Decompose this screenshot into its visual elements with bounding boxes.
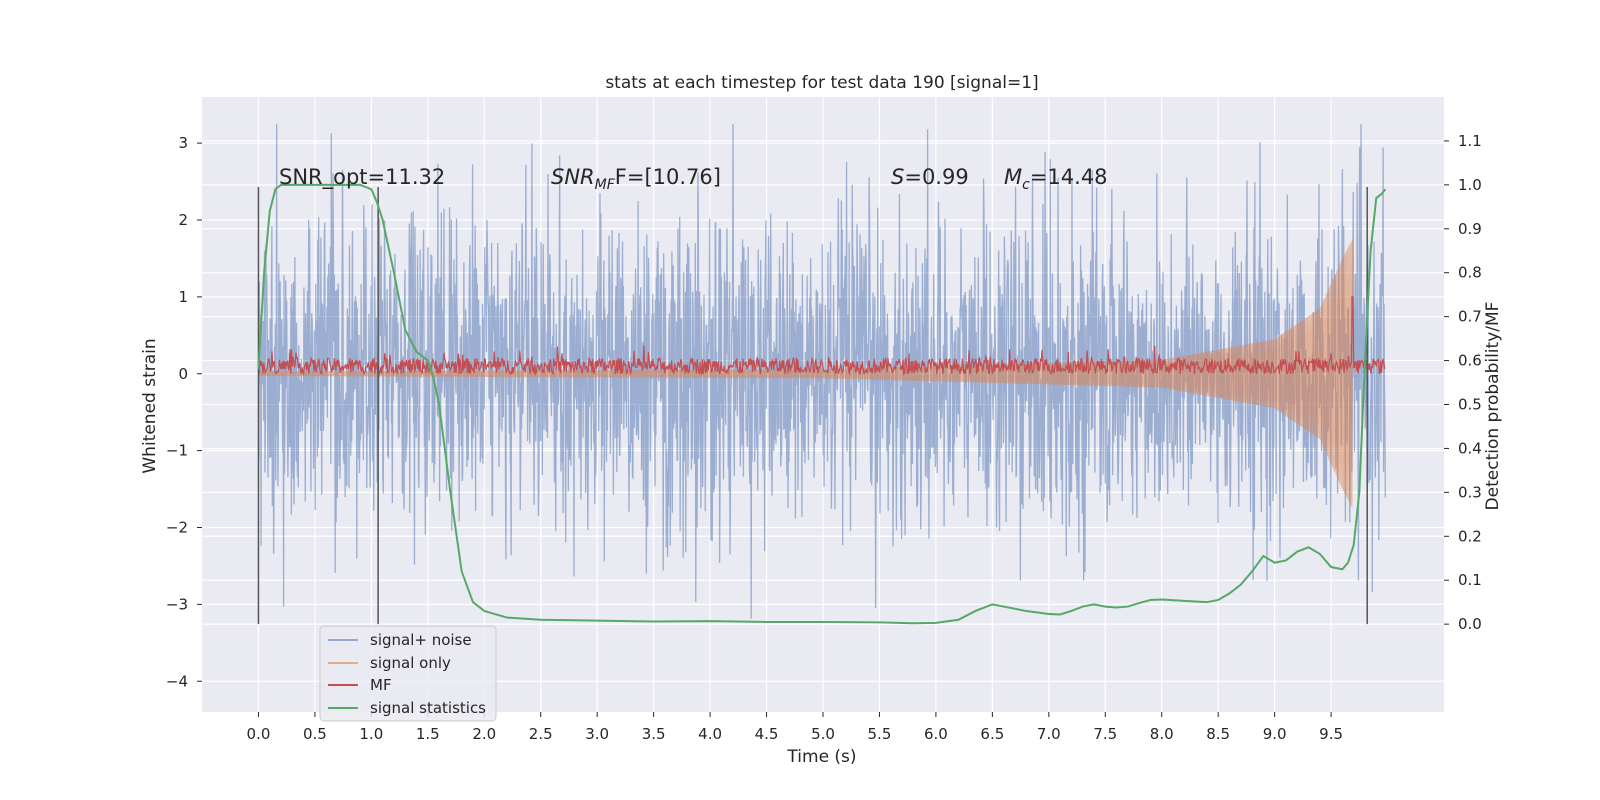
series-mf <box>258 296 1386 377</box>
x-tick-label: 3.5 <box>642 725 666 743</box>
annotation-snr-mf-subscript: MF <box>595 177 616 193</box>
annotation-s-symbol: S <box>891 165 904 189</box>
y-tick-label: −4 <box>166 672 188 690</box>
y2-tick-label: 1.1 <box>1458 132 1482 150</box>
y-axis-label: Whitened strain <box>140 338 160 473</box>
x-tick-label: 8.0 <box>1150 725 1174 743</box>
x-tick-label: 6.5 <box>980 725 1004 743</box>
annotation-snr-mf-symbol: SNR <box>551 165 595 189</box>
x-tick-label: 7.5 <box>1093 725 1117 743</box>
x-tick-label: 2.0 <box>472 725 496 743</box>
x-tick-label: 6.0 <box>924 725 948 743</box>
annotation-mc: Mc=14.48 <box>1004 165 1108 193</box>
x-tick-label: 8.5 <box>1206 725 1230 743</box>
annotation-s-value: =0.99 <box>904 165 968 189</box>
legend-box <box>319 625 497 722</box>
x-tick-label: 0.0 <box>247 725 271 743</box>
x-axis-label: Time (s) <box>786 747 856 767</box>
vertical-lines <box>257 187 1368 625</box>
annotation-snr-mf-value: F=[10.76] <box>615 165 721 189</box>
y-tick-label: −1 <box>166 442 188 460</box>
signal-noise-line <box>257 123 1386 619</box>
annotation-mc-symbol: M <box>1004 165 1022 189</box>
y2-tick-label: 1.0 <box>1458 176 1482 194</box>
y2-tick-label: 0.9 <box>1458 220 1482 238</box>
y2-tick-label: 0.7 <box>1458 308 1482 326</box>
mf-line <box>258 296 1386 377</box>
annotation-snr-opt: SNR_opt=11.32 <box>279 165 445 190</box>
legend-label-mf: MF <box>370 676 392 694</box>
y2-tick-label: 0.5 <box>1458 396 1482 414</box>
y-tick-label: 1 <box>178 288 188 306</box>
y2-tick-label: 0.6 <box>1458 352 1482 370</box>
x-tick-label: 1.5 <box>416 725 440 743</box>
y2-tick-label: 0.4 <box>1458 439 1482 457</box>
y-tick-label: 0 <box>178 365 188 383</box>
legend: signal+ noise signal only MF signal stat… <box>319 625 497 722</box>
annotation-s: S=0.99 <box>891 165 969 189</box>
y-tick-label: −3 <box>166 595 188 613</box>
x-tick-label: 2.5 <box>529 725 553 743</box>
series-signal-noise <box>257 123 1386 619</box>
y-tick-label: 3 <box>178 134 188 152</box>
x-tick-label: 7.0 <box>1037 725 1061 743</box>
y2-axis-ticks: 1.1 1.0 0.9 0.8 0.7 0.6 0.5 0.4 0.3 0.2 0.1 0.0 <box>1444 132 1482 633</box>
x-tick-label: 3.0 <box>585 725 609 743</box>
x-tick-label: 5.0 <box>811 725 835 743</box>
x-tick-label: 9.0 <box>1263 725 1287 743</box>
annotation-mc-value: =14.48 <box>1030 165 1108 189</box>
x-tick-label: 0.5 <box>303 725 327 743</box>
y-axis-ticks: 3 2 1 0 −1 −2 −3 −4 <box>166 134 202 690</box>
series-signal-statistics <box>257 183 1387 625</box>
y2-tick-label: 0.0 <box>1458 615 1482 633</box>
chart-title: stats at each timestep for test data 190… <box>605 73 1038 93</box>
x-tick-label: 4.0 <box>698 725 722 743</box>
annotation-mc-subscript: c <box>1022 177 1030 193</box>
x-tick-label: 4.5 <box>755 725 779 743</box>
x-axis-ticks: 0.0 0.5 1.0 1.5 2.0 2.5 3.0 3.5 4.0 4.5 5.0 5.5 6.0 6… <box>247 712 1343 743</box>
y2-tick-label: 0.2 <box>1458 527 1482 545</box>
y2-tick-label: 0.3 <box>1458 483 1482 501</box>
y2-tick-label: 0.1 <box>1458 571 1482 589</box>
x-tick-label: 5.5 <box>868 725 892 743</box>
x-tick-label: 1.0 <box>359 725 383 743</box>
legend-label-signal-noise: signal+ noise <box>370 631 472 649</box>
y-tick-label: 2 <box>178 211 188 229</box>
y-tick-label: −2 <box>166 519 188 537</box>
x-tick-label: 9.5 <box>1319 725 1343 743</box>
annotation-snr-mf: SNRMFF=[10.76] <box>551 165 721 193</box>
y2-axis-label: Detection probability/MF <box>1483 302 1503 511</box>
legend-label-signal-statistics: signal statistics <box>370 699 486 717</box>
y2-tick-label: 0.8 <box>1458 264 1482 282</box>
signal-statistics-line <box>257 183 1387 625</box>
legend-label-signal-only: signal only <box>370 654 451 672</box>
